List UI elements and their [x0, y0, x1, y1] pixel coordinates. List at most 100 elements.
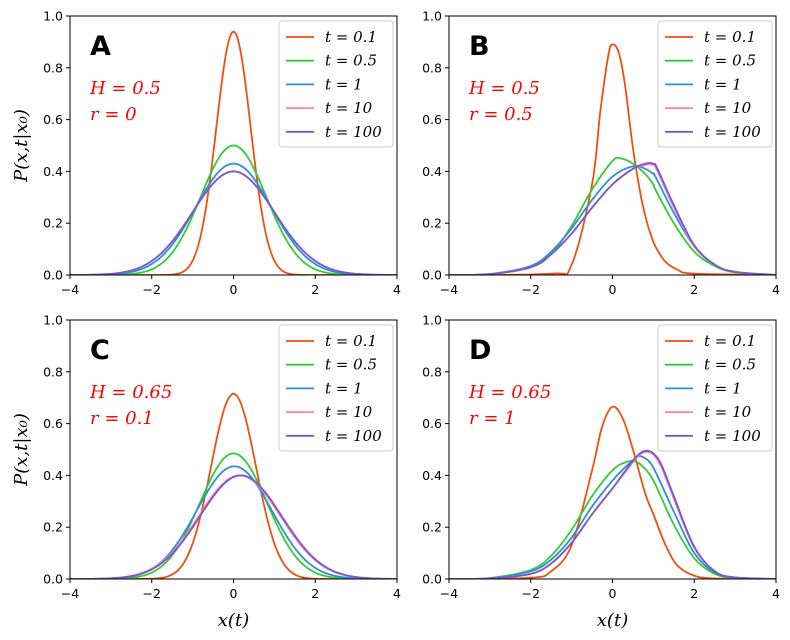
legend-label: t = 100 [325, 123, 382, 141]
legend-label: t = 0.5 [325, 52, 377, 70]
param-H: H = 0.65 [468, 382, 551, 403]
x-tick-label: 0 [609, 586, 617, 601]
legend-label: t = 10 [704, 99, 752, 117]
y-tick-label: 0.4 [422, 164, 442, 179]
series-line-t-100 [70, 170, 397, 275]
y-tick-label: 0.0 [422, 572, 442, 587]
panel-letter: C [90, 335, 110, 366]
y-tick-label: 0.6 [422, 416, 442, 431]
y-tick-label: 0.0 [43, 268, 63, 283]
legend-label: t = 1 [325, 75, 363, 93]
y-tick-label: 1.0 [43, 313, 63, 328]
param-r: r = 0.5 [469, 104, 533, 125]
y-tick-label: 0.2 [43, 520, 63, 535]
panel-A: −4 −2 0 2 4 0.0 0.2 0.4 0.6 0.8 1.0 P(x,t|x₀) A H = 0… [11, 9, 401, 298]
panel-letter: A [90, 31, 111, 62]
legend-box [657, 324, 773, 452]
x-tick-label: 4 [772, 282, 780, 297]
legend-box [278, 20, 394, 148]
x-tick-label: 4 [393, 282, 401, 297]
series-line-t-100 [449, 449, 776, 579]
legend-label: t = 100 [325, 427, 382, 445]
y-tick-label: 0.6 [43, 416, 63, 431]
x-tick-label: −2 [522, 586, 540, 601]
legend-label: t = 0.1 [704, 332, 756, 350]
y-tick-label: 0.6 [43, 112, 63, 127]
series-line-t-0_5 [70, 144, 397, 275]
legend-label: t = 0.5 [704, 356, 756, 374]
y-tick-label: 0.8 [422, 364, 442, 379]
panel-D: −4 −2 0 2 4 0.0 0.2 0.4 0.6 0.8 1.0 x(t) D H = 0.65 r … [422, 313, 780, 632]
panel-B: −4 −2 0 2 4 0.0 0.2 0.4 0.6 0.8 1.0 B H = 0.5 r = 0.5… [422, 9, 780, 298]
x-axis-label: x(t) [218, 610, 249, 631]
y-tick-label: 0.4 [43, 468, 63, 483]
param-r: r = 0.1 [90, 408, 154, 429]
y-tick-label: 1.0 [43, 9, 63, 24]
x-tick-label: −4 [440, 586, 458, 601]
x-tick-label: 2 [311, 282, 319, 297]
x-tick-label: 0 [230, 282, 238, 297]
series-line-t-1 [449, 455, 776, 579]
legend: t = 0.1 t = 0.5 t = 1 t = 10 t = 100 [657, 20, 773, 148]
y-axis-label: P(x,t|x₀) [11, 413, 32, 487]
legend-label: t = 0.1 [325, 332, 377, 350]
param-H: H = 0.5 [468, 78, 540, 99]
series-line-t-1 [449, 164, 776, 275]
y-tick-label: 0.2 [43, 216, 63, 231]
legend: t = 0.1 t = 0.5 t = 1 t = 10 t = 100 [278, 324, 394, 452]
series-line-t-0_5 [70, 452, 397, 579]
legend-label: t = 10 [704, 403, 752, 421]
x-tick-label: −2 [143, 282, 161, 297]
legend-label: t = 0.5 [325, 356, 377, 374]
legend-label: t = 10 [325, 99, 373, 117]
x-tick-label: 2 [690, 282, 698, 297]
x-tick-label: −4 [61, 586, 79, 601]
y-tick-label: 1.0 [422, 9, 442, 24]
series-line-t-0_1 [70, 392, 397, 579]
legend-label: t = 0.1 [325, 28, 377, 46]
curves-B [449, 43, 776, 275]
x-tick-label: −2 [522, 282, 540, 297]
x-tick-label: 4 [772, 586, 780, 601]
y-tick-label: 0.4 [422, 468, 442, 483]
param-H: H = 0.5 [89, 78, 161, 99]
y-tick-label: 0.6 [422, 112, 442, 127]
y-tick-label: 0.8 [43, 60, 63, 75]
legend: t = 0.1 t = 0.5 t = 1 t = 10 t = 100 [657, 324, 773, 452]
series-line-t-0_1 [70, 30, 397, 275]
legend-label: t = 10 [325, 403, 373, 421]
y-tick-label: 1.0 [422, 313, 442, 328]
series-line-t-100 [449, 162, 776, 275]
series-line-t-1 [70, 465, 397, 579]
legend: t = 0.1 t = 0.5 t = 1 t = 10 t = 100 [278, 20, 394, 148]
legend-label: t = 100 [704, 427, 761, 445]
x-tick-label: −4 [61, 282, 79, 297]
y-tick-label: 0.0 [422, 268, 442, 283]
param-r: r = 0 [90, 104, 137, 125]
y-tick-label: 0.4 [43, 164, 63, 179]
series-line-t-0_5 [449, 460, 776, 579]
y-tick-label: 0.0 [43, 572, 63, 587]
legend-box [657, 20, 773, 148]
series-line-t-100 [70, 474, 397, 579]
x-tick-label: −2 [143, 586, 161, 601]
series-line-t-10 [449, 163, 776, 275]
legend-label: t = 1 [704, 379, 742, 397]
param-r: r = 1 [469, 408, 516, 429]
curves-C [70, 392, 397, 579]
y-tick-label: 0.2 [422, 216, 442, 231]
y-tick-label: 0.8 [43, 364, 63, 379]
series-line-t-10 [70, 170, 397, 275]
curves-D [449, 405, 776, 579]
series-line-t-1 [70, 162, 397, 275]
series-line-t-0_5 [449, 156, 776, 275]
legend-label: t = 1 [325, 379, 363, 397]
x-tick-label: 0 [230, 586, 238, 601]
param-H: H = 0.65 [89, 382, 172, 403]
legend-label: t = 0.1 [704, 28, 756, 46]
x-tick-label: −4 [440, 282, 458, 297]
y-axis-label: P(x,t|x₀) [11, 109, 32, 183]
y-tick-label: 0.8 [422, 60, 442, 75]
x-axis-label: x(t) [597, 610, 628, 631]
